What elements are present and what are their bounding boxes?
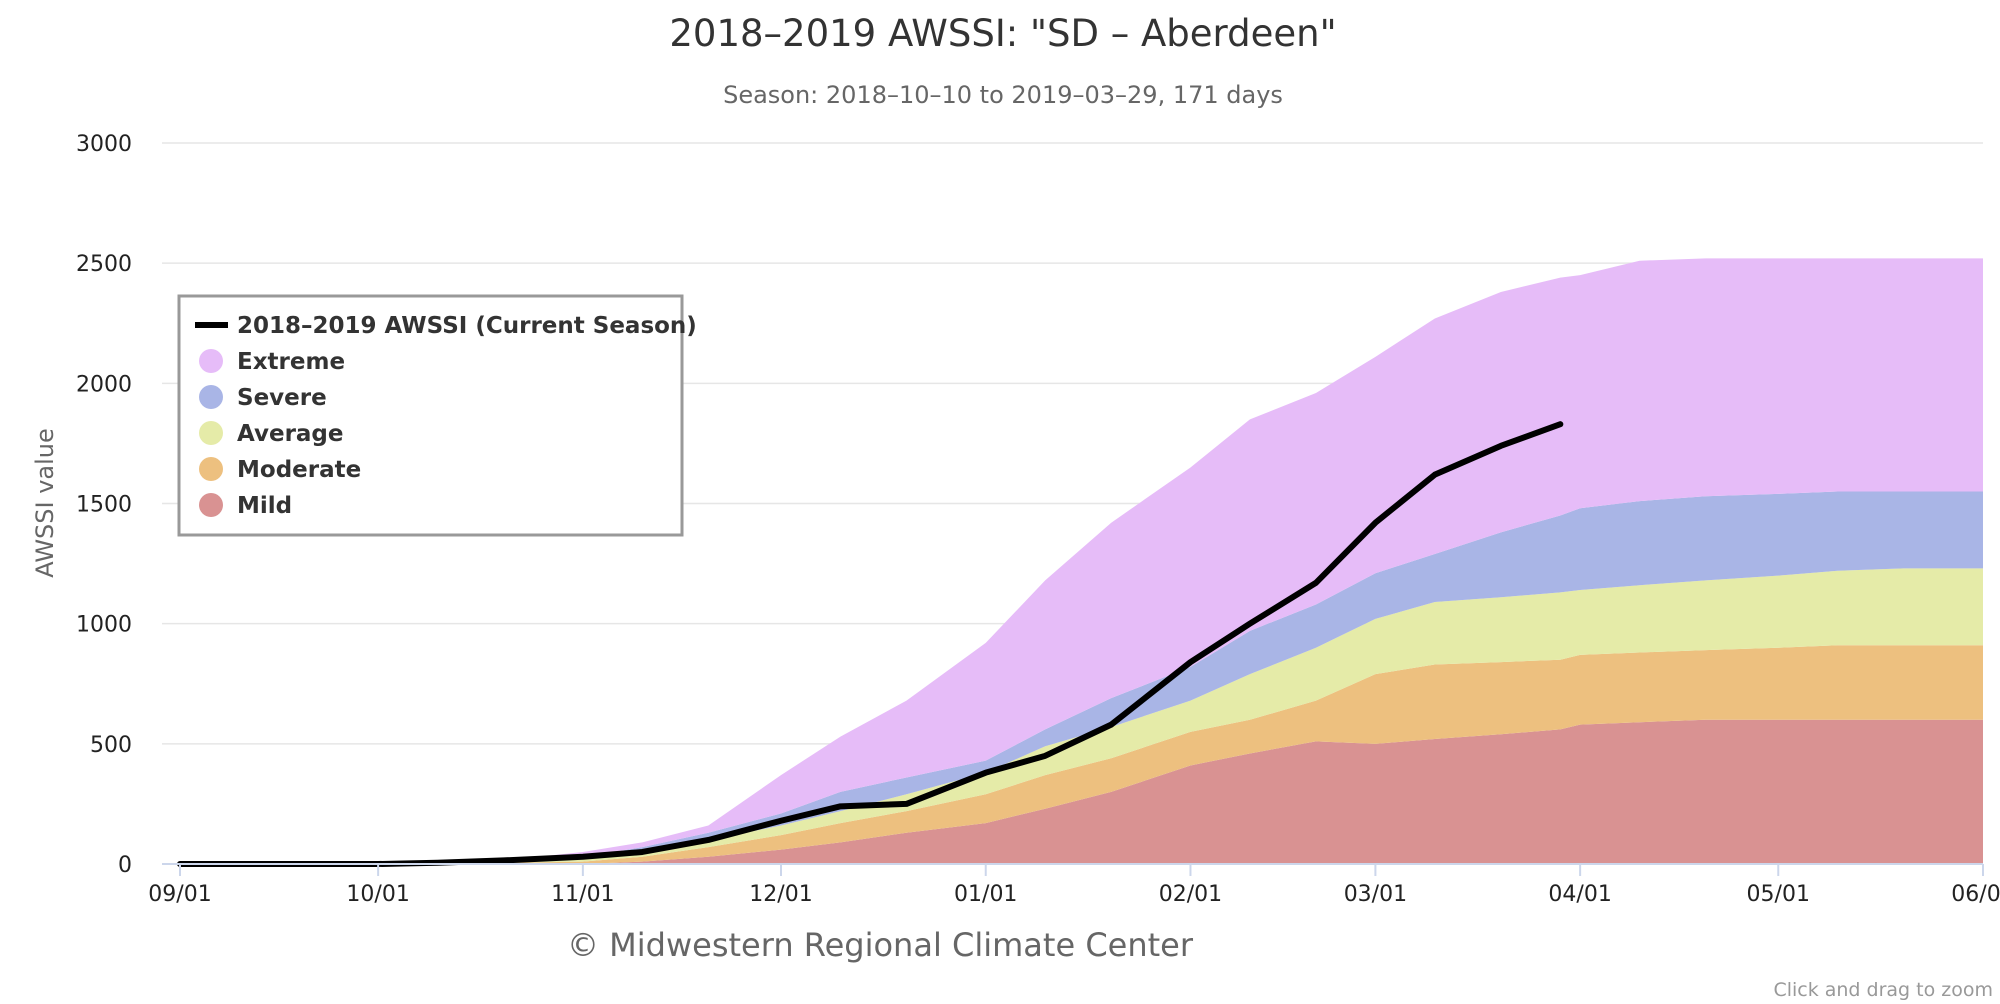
legend-label: Moderate: [237, 457, 361, 483]
current-season-line: [177, 421, 1564, 867]
band-extreme[interactable]: [180, 258, 1983, 864]
y-tick-label: 2500: [76, 252, 132, 277]
x-tick-label: 11/01: [551, 882, 614, 907]
chart-subtitle: Season: 2018–10–10 to 2019–03–29, 171 da…: [723, 81, 1283, 109]
x-tick-label: 10/01: [346, 882, 409, 907]
zoom-hint: Click and drag to zoom: [1773, 979, 1993, 1000]
y-tick-label: 500: [90, 733, 132, 758]
legend-label: Mild: [237, 493, 292, 519]
x-tick-label: 03/01: [1344, 882, 1407, 907]
legend-swatch: [199, 421, 223, 445]
axes: 0 500 1000 1500 2000 2500 3000 09/01 10/01 11/01 1…: [76, 132, 2000, 907]
legend-item-average[interactable]: Average: [199, 421, 344, 447]
percentile-bands: [180, 258, 1983, 864]
legend-item-extreme[interactable]: Extreme: [199, 349, 345, 375]
legend-item-mild[interactable]: Mild: [199, 493, 292, 519]
legend-swatch: [199, 385, 223, 409]
credit-text[interactable]: © Midwestern Regional Climate Center: [567, 926, 1194, 964]
band-moderate[interactable]: [180, 645, 1983, 864]
legend-items[interactable]: 2018–2019 AWSSI (Current Season) Extreme S…: [195, 313, 697, 519]
y-tick-label: 0: [118, 853, 132, 878]
band-mild[interactable]: [180, 719, 1983, 864]
y-tick-label: 1000: [76, 613, 132, 638]
chart-title: 2018–2019 AWSSI: "SD – Aberdeen": [669, 12, 1336, 55]
x-tick-label: 05/01: [1747, 882, 1810, 907]
legend-label: Extreme: [237, 349, 345, 375]
x-tick-label: 06/01: [1951, 882, 2000, 907]
legend-item-moderate[interactable]: Moderate: [199, 457, 361, 483]
x-tick-label: 02/01: [1159, 882, 1222, 907]
legend-item-severe[interactable]: Severe: [199, 385, 327, 411]
legend-label: 2018–2019 AWSSI (Current Season): [237, 313, 697, 339]
y-axis-title: AWSSI value: [31, 428, 59, 578]
y-tick-label: 1500: [76, 493, 132, 518]
legend-item-current-season[interactable]: 2018–2019 AWSSI (Current Season): [195, 313, 697, 339]
legend-label: Average: [237, 421, 344, 447]
x-tick-label: 01/01: [954, 882, 1017, 907]
legend-swatch: [199, 493, 223, 517]
y-tick-label: 2000: [76, 372, 132, 397]
x-tick-label: 12/01: [749, 882, 812, 907]
y-tick-label: 3000: [76, 132, 132, 157]
legend-box: [177, 294, 684, 537]
legend[interactable]: 2018–2019 AWSSI (Current Season) Extreme S…: [177, 294, 697, 537]
x-tick-label: 04/01: [1548, 882, 1611, 907]
current-season-series[interactable]: [177, 421, 1564, 867]
band-average[interactable]: [180, 568, 1983, 864]
band-severe[interactable]: [180, 491, 1983, 864]
legend-swatch: [199, 457, 223, 481]
legend-label: Severe: [237, 385, 327, 411]
x-tick-label: 09/01: [148, 882, 211, 907]
legend-swatch: [199, 349, 223, 373]
